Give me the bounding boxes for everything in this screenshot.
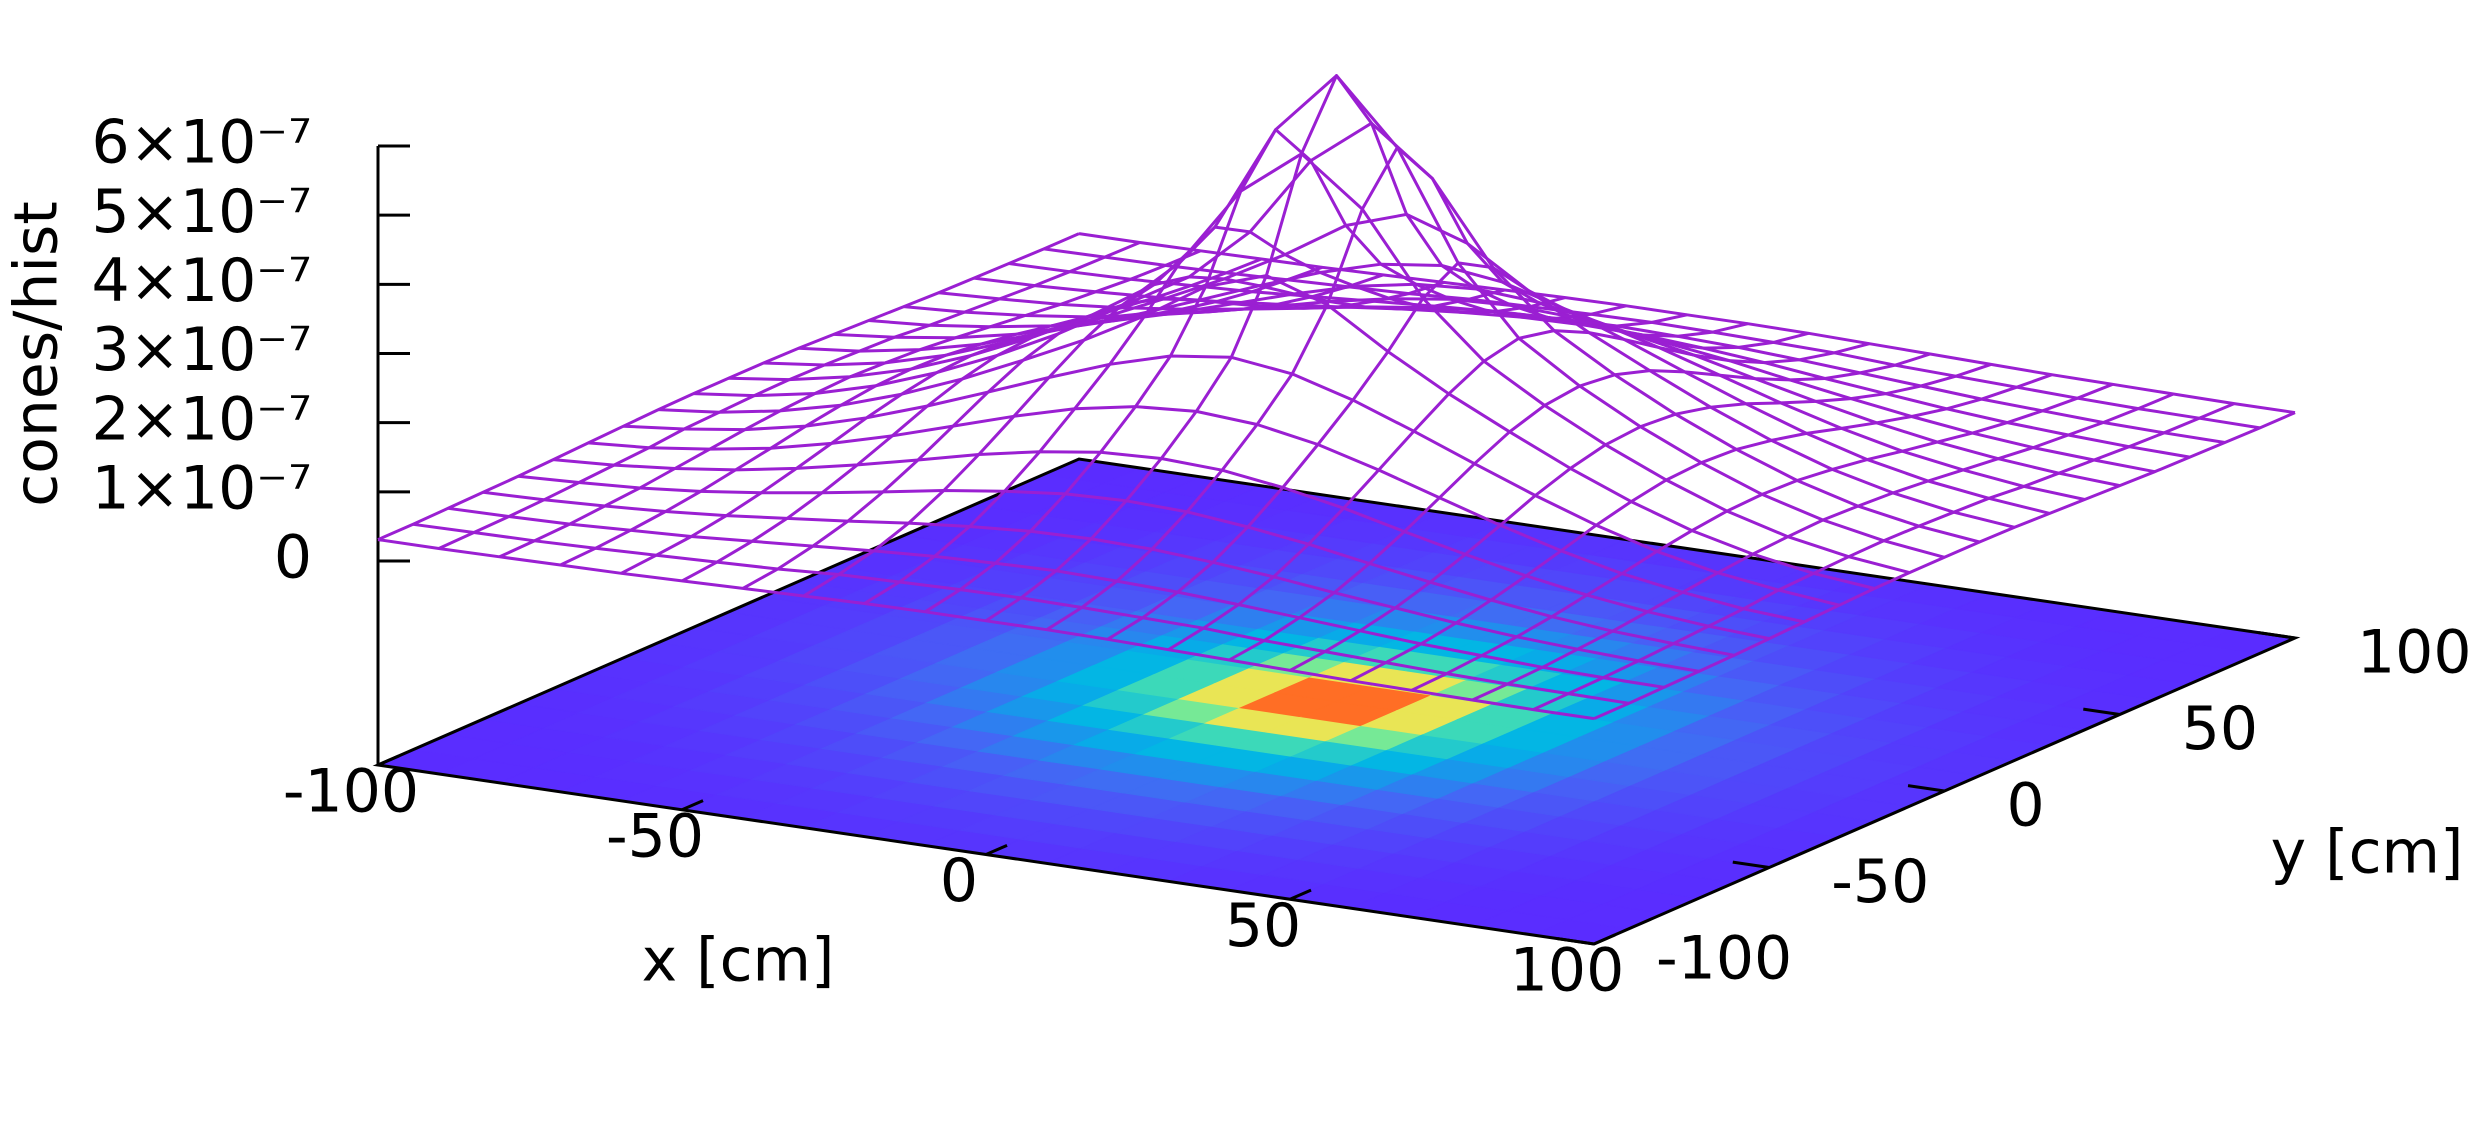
y-tick-label: 0 (2007, 771, 2045, 841)
mesh-line (588, 405, 1805, 624)
y-axis-label: y [cm] (2271, 818, 2464, 888)
y-tick-label: 50 (2182, 694, 2258, 764)
y-tick-label: 100 (2357, 618, 2472, 688)
mesh-line (693, 152, 1910, 575)
mesh-line (553, 450, 1770, 641)
y-tick (1732, 860, 1770, 869)
x-tick (681, 799, 704, 812)
y-tick (1907, 784, 1945, 793)
x-tick (1593, 933, 1616, 946)
mesh-line (798, 212, 2015, 529)
x-tick (985, 843, 1008, 856)
z-tick-label: 0 (274, 523, 312, 593)
mesh-line (1008, 262, 2226, 444)
x-axis-label: x [cm] (642, 926, 835, 996)
mesh-line (412, 522, 1630, 705)
x-tick-label: 0 (940, 846, 978, 916)
z-tick-label: 3×10⁻⁷ (91, 315, 312, 385)
mesh-line (1078, 232, 2296, 415)
x-tick-label: -50 (606, 801, 704, 871)
mesh-line (973, 276, 2191, 459)
y-tick (2258, 631, 2296, 640)
y-tick (2083, 707, 2120, 716)
y-tick-label: -50 (1831, 847, 1929, 917)
mesh-line (518, 474, 1735, 657)
mesh-line (868, 282, 2086, 501)
mesh-line (623, 354, 1840, 607)
mesh-line (1043, 247, 2261, 430)
z-tick-label: 1×10⁻⁷ (91, 453, 312, 523)
z-tick-label: 6×10⁻⁷ (91, 108, 312, 178)
z-tick-label: 4×10⁻⁷ (91, 246, 312, 316)
mesh-line (833, 262, 2051, 515)
mesh-line (482, 490, 1700, 673)
x-tick-label: 50 (1225, 891, 1301, 961)
z-axis-label: cones/hist (2, 201, 72, 507)
mesh-line (763, 121, 1980, 544)
z-tick-label: 5×10⁻⁷ (91, 177, 312, 247)
mesh-line (728, 74, 1945, 559)
y-tick-label: -100 (1656, 924, 1792, 994)
mesh-line (447, 506, 1665, 689)
x-tick-label: 100 (1510, 936, 1625, 1006)
mesh-line (377, 538, 1595, 721)
x-tick-label: -100 (283, 757, 419, 827)
y-tick (1557, 937, 1595, 946)
x-tick (1289, 888, 1312, 901)
x-tick (377, 754, 400, 767)
mesh-line (658, 274, 1875, 590)
z-tick-label: 2×10⁻⁷ (91, 384, 312, 454)
